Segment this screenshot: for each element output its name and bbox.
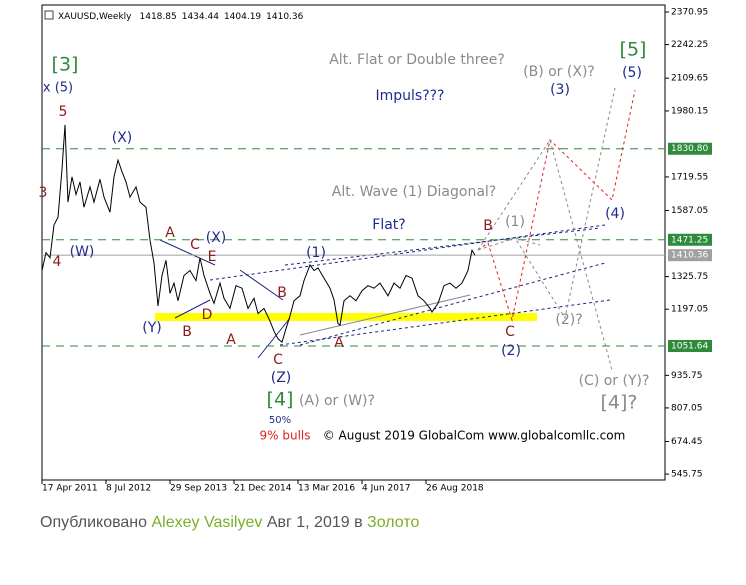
wave-annotation: Flat?: [372, 217, 405, 233]
low: 1404.19: [224, 12, 261, 22]
wave-annotation: C: [190, 237, 200, 253]
level-label: 1410.36: [671, 251, 708, 261]
symbol-icon: [44, 10, 54, 20]
wave-annotation: Impuls???: [375, 88, 444, 104]
symbol-title: XAUUSD,Weekly 1418.85 1434.44 1404.19 1410.3…: [58, 12, 304, 22]
wave-annotation: © August 2019 GlobalCom www.globalcomllc…: [323, 429, 626, 443]
wave-annotation: 4: [53, 254, 62, 270]
wave-annotation: (2)?: [555, 312, 582, 328]
price-line: [41, 124, 476, 343]
support-zone: [155, 313, 537, 321]
wave-annotation: (Y): [142, 320, 161, 336]
level-label-box: [668, 249, 712, 262]
y-tick-label: 1980.15: [671, 106, 708, 116]
wave-annotation: (3): [550, 82, 570, 98]
y-tick-label: 1197.05: [671, 305, 708, 315]
x-tick-label: 21 Dec 2014: [234, 484, 292, 494]
wave-annotation: x (5): [43, 81, 73, 96]
y-tick-label: 1587.05: [671, 206, 708, 216]
footer-text: Авг 1, 2019 в: [266, 514, 363, 531]
x-tick-label: 26 Aug 2018: [426, 484, 484, 494]
open: 1418.85: [140, 12, 177, 22]
footer: Опубликовано Alexey Vasilyev Авг 1, 2019…: [40, 514, 419, 532]
wave-annotation: 3: [39, 185, 48, 201]
y-tick-label: 2370.95: [671, 8, 708, 18]
y-tick-label: 2109.65: [671, 74, 708, 84]
level-label-box: [668, 233, 712, 246]
wave-annotation: A: [226, 332, 236, 348]
y-tick-label: 807.05: [671, 403, 703, 413]
wave-annotation: [4]?: [601, 392, 638, 414]
level-label: 1051.64: [671, 342, 708, 352]
wave-annotation: (W): [70, 244, 95, 260]
author-link[interactable]: Alexey Vasilyev: [151, 514, 263, 531]
y-tick-label: 1325.75: [671, 272, 708, 282]
wave-annotation: Alt. Wave (1) Diagonal?: [332, 184, 497, 200]
wave-annotation: 5: [59, 104, 68, 120]
wave-annotation: 9% bulls: [260, 429, 311, 443]
wave-annotation: (X): [206, 230, 227, 246]
level-label: 1830.80: [671, 144, 708, 154]
wave-annotation: E: [208, 249, 217, 265]
wave-annotation: (2): [501, 343, 521, 359]
y-tick-label: 545.75: [671, 470, 703, 480]
wave-annotation: (4): [605, 206, 625, 222]
projection-alt: [477, 87, 616, 371]
wave-annotation: (5): [622, 65, 642, 81]
wave-annotation: [4]: [267, 389, 294, 411]
wave-annotation: B: [277, 285, 287, 301]
wave-annotation: C: [273, 352, 283, 368]
plot-frame: [41, 4, 666, 481]
wave-annotation: (1): [306, 245, 326, 261]
level-label-box: [668, 142, 712, 155]
wave-annotation: B: [182, 324, 192, 340]
wave-annotation: (B) or (X)?: [523, 64, 595, 80]
x-tick-label: 8 Jul 2012: [106, 484, 151, 494]
wave-annotation: Alt. Flat or Double three?: [329, 52, 505, 68]
wave-annotation: (X): [112, 130, 133, 146]
channels: [209, 224, 611, 346]
level-label-box: [668, 340, 712, 353]
wave-annotation: D: [202, 307, 213, 323]
wave-annotation: (1): [505, 214, 525, 230]
wave-annotation: (A) or (W)?: [299, 393, 375, 409]
x-tick-label: 13 Mar 2016: [298, 484, 355, 494]
x-tick-label: 29 Sep 2013: [170, 484, 227, 494]
level-label: 1471.25: [671, 235, 708, 245]
wave-annotation: [3]: [52, 54, 79, 76]
wave-annotation: (Z): [271, 370, 292, 386]
y-tick-label: 935.75: [671, 371, 703, 381]
chart: XAUUSD,Weekly 1418.85 1434.44 1404.19 1410.3…: [39, 4, 712, 494]
footer-text: Опубликовано: [40, 514, 148, 531]
wave-annotation: B: [483, 218, 493, 234]
wave-annotation: 50%: [269, 415, 291, 426]
wave-annotation: C: [505, 324, 515, 340]
close: 1410.36: [266, 12, 303, 22]
wave-annotation: [5]: [620, 39, 647, 61]
category-link[interactable]: Золото: [367, 514, 420, 531]
y-tick-label: 2242.25: [671, 40, 708, 50]
y-tick-label: 674.45: [671, 437, 703, 447]
x-tick-label: 4 Jun 2017: [362, 484, 410, 494]
wave-lines: [159, 239, 471, 359]
symbol: XAUUSD,Weekly: [58, 12, 132, 22]
x-tick-label: 17 Apr 2011: [42, 484, 98, 494]
wave-annotation: A: [334, 335, 344, 351]
y-tick-label: 1719.55: [671, 172, 708, 182]
wave-annotation: (C) or (Y)?: [579, 373, 650, 389]
high: 1434.44: [182, 12, 219, 22]
wave-annotation: A: [165, 225, 175, 241]
